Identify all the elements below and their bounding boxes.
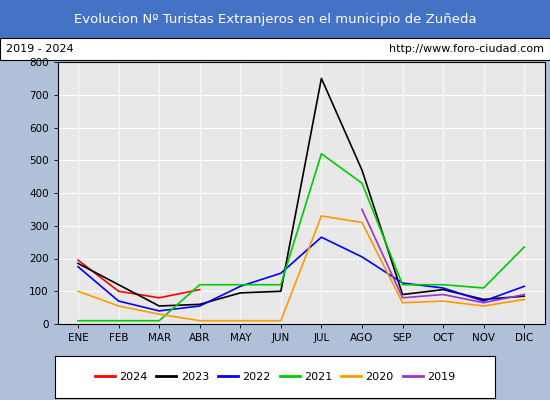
Text: http://www.foro-ciudad.com: http://www.foro-ciudad.com [389,44,544,54]
Legend: 2024, 2023, 2022, 2021, 2020, 2019: 2024, 2023, 2022, 2021, 2020, 2019 [90,368,460,386]
Text: Evolucion Nº Turistas Extranjeros en el municipio de Zuñeda: Evolucion Nº Turistas Extranjeros en el … [74,12,476,26]
Text: 2019 - 2024: 2019 - 2024 [6,44,73,54]
